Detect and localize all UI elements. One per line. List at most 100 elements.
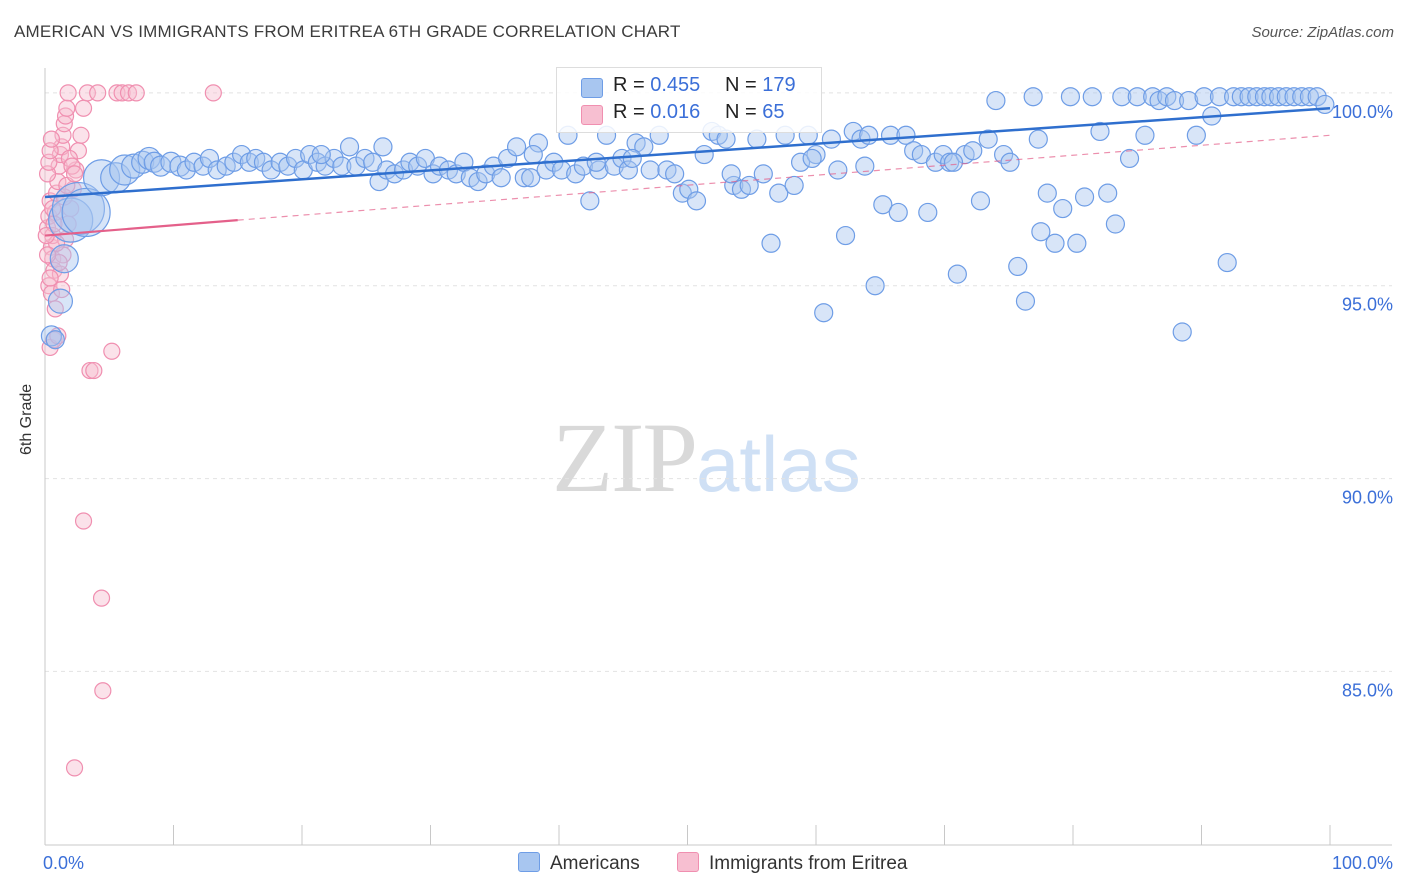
trendline-eritrea [44, 219, 238, 237]
point-americans [963, 141, 983, 161]
watermark-zip: ZIP [552, 402, 698, 513]
legend-item-eritrea: Immigrants from Eritrea [677, 852, 907, 875]
watermark-atlas: atlas [696, 420, 861, 508]
point-americans [1247, 87, 1267, 107]
point-americans [1284, 87, 1304, 107]
point-americans [888, 202, 908, 223]
point-eritrea [65, 165, 84, 183]
point-americans [918, 202, 938, 223]
point-americans [506, 137, 527, 157]
point-americans [1060, 87, 1081, 107]
point-americans [1105, 214, 1126, 234]
point-eritrea [113, 84, 131, 102]
point-americans [802, 148, 822, 169]
point-americans [694, 144, 714, 165]
point-americans [1037, 183, 1057, 203]
point-eritrea [65, 759, 84, 777]
point-americans [580, 191, 600, 211]
point-americans [521, 168, 541, 188]
legend-label-americans: Americans [550, 853, 640, 874]
point-americans [224, 152, 244, 172]
r-value: 0.016 [650, 101, 701, 123]
point-americans [1194, 87, 1214, 107]
point-americans [1307, 87, 1327, 107]
point-americans [1119, 148, 1140, 169]
point-americans [753, 164, 773, 184]
r-label: R = [613, 74, 645, 96]
point-americans [769, 183, 789, 203]
y-tick-label: 100.0% [1332, 102, 1393, 122]
point-americans [1292, 87, 1312, 107]
eritrea-legend-swatch [677, 852, 699, 872]
point-americans [994, 144, 1014, 165]
point-eritrea [38, 246, 57, 264]
point-eritrea [41, 269, 59, 287]
point-americans [618, 160, 638, 180]
point-americans [855, 156, 875, 176]
point-americans [393, 160, 414, 180]
point-eritrea [81, 361, 99, 380]
point-americans [1000, 152, 1020, 172]
point-eritrea [127, 84, 145, 102]
r-value: 0.455 [650, 74, 701, 96]
point-americans [865, 276, 885, 296]
point-americans [311, 144, 331, 165]
point-americans [47, 288, 74, 314]
point-americans [523, 144, 543, 165]
point-americans [1053, 198, 1073, 219]
point-americans [970, 191, 991, 211]
point-eritrea [204, 84, 222, 102]
point-eritrea [89, 84, 107, 102]
point-americans [1127, 87, 1147, 107]
point-americans [947, 264, 967, 284]
point-americans [640, 160, 660, 180]
point-americans [131, 150, 155, 174]
americans-swatch [581, 78, 603, 98]
point-americans [1135, 125, 1155, 145]
point-americans [1276, 87, 1296, 107]
y-axis-label: 6th Grade [18, 383, 35, 455]
n-label: N = [725, 74, 757, 96]
n-value: 179 [762, 74, 796, 96]
point-americans [978, 129, 998, 149]
point-americans [1015, 291, 1036, 311]
point-americans [790, 152, 811, 172]
point-americans [1254, 87, 1275, 107]
point-americans [806, 144, 826, 165]
point-americans [121, 153, 147, 179]
y-tick-label: 85.0% [1342, 680, 1393, 700]
point-americans [1074, 187, 1095, 207]
n-value: 65 [762, 101, 785, 123]
x-tick-label: 0.0% [43, 853, 84, 873]
point-eritrea [59, 84, 77, 102]
chart-title: AMERICAN VS IMMIGRANTS FROM ERITREA 6TH … [14, 22, 681, 41]
point-americans [1045, 233, 1065, 253]
point-eritrea [72, 126, 90, 144]
point-americans [199, 148, 220, 169]
point-americans [1315, 94, 1335, 115]
point-americans [1112, 87, 1132, 107]
point-americans [193, 156, 213, 176]
point-eritrea [92, 589, 111, 607]
point-americans [1299, 87, 1320, 107]
chart-source: Source: ZipAtlas.com [1251, 24, 1394, 41]
point-americans [48, 197, 94, 243]
point-americans [232, 144, 252, 165]
point-eritrea [103, 342, 121, 360]
point-eritrea [42, 130, 61, 148]
point-americans [1209, 87, 1230, 107]
r-label: R = [613, 101, 645, 123]
x-tick-label: 100.0% [1332, 853, 1393, 873]
stats-legend: R = 0.455 N = 179 R = 0.016 N = 65 [556, 67, 822, 133]
point-americans [285, 148, 306, 169]
point-americans [933, 144, 953, 165]
point-americans [1224, 87, 1244, 107]
point-americans [573, 156, 594, 176]
point-americans [324, 148, 344, 169]
point-americans [665, 164, 685, 184]
point-americans [1172, 322, 1192, 342]
y-tick-label: 90.0% [1342, 488, 1393, 508]
n-label: N = [725, 101, 757, 123]
point-americans [476, 164, 496, 184]
point-americans [1090, 121, 1110, 142]
